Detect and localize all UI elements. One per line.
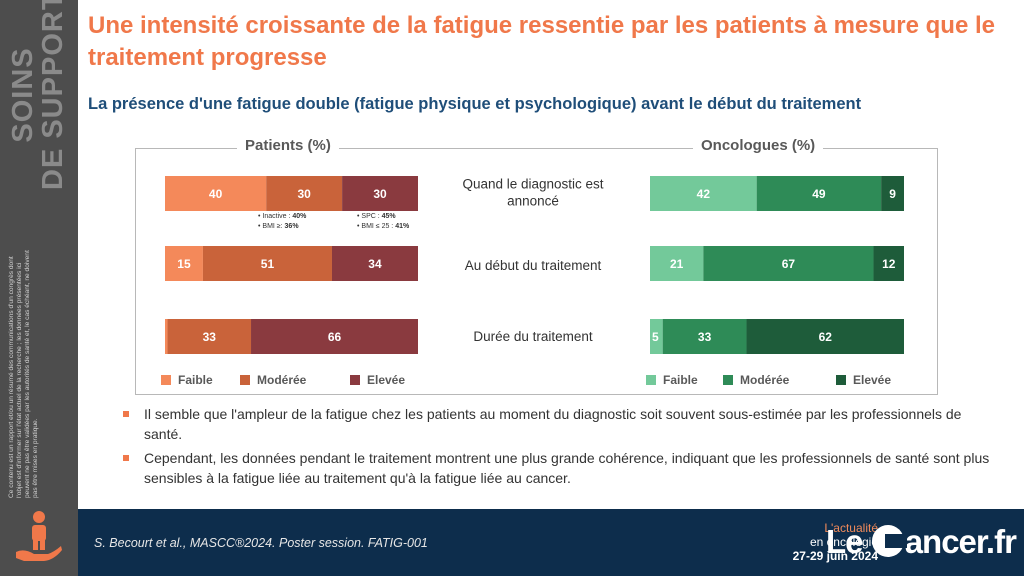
- bar-patients-2-2: [251, 319, 418, 354]
- event-info: L'actualité en oncologie 27-29 juin 2024: [718, 521, 878, 563]
- annotation-label: • Inactive :: [258, 213, 292, 220]
- logo-right: ancer.fr: [904, 523, 1017, 560]
- category-label-line: Quand le diagnostic est: [462, 177, 603, 192]
- annotation-label: • SPC :: [357, 213, 382, 220]
- bar-oncologues-2-1: [873, 246, 904, 281]
- data-label: 15: [177, 257, 191, 271]
- bar-oncologues-2-0: [881, 176, 904, 211]
- annotation-label: • BMI ≤ 25 :: [357, 223, 395, 230]
- legend-label: Faible: [178, 373, 213, 387]
- bullet-marker: [123, 455, 129, 461]
- annotation-value: 40%: [292, 213, 307, 220]
- data-label: 66: [328, 330, 342, 344]
- bar-oncologues-2-2: [746, 319, 904, 354]
- data-label: 33: [698, 330, 712, 344]
- data-label: 34: [368, 257, 382, 271]
- data-label: 40: [209, 187, 223, 201]
- bar-patients-2-0: [342, 176, 418, 211]
- legend-swatch: [836, 375, 846, 385]
- bar-patients-0-1: [165, 246, 203, 281]
- annotation: • SPC : 45%: [357, 213, 396, 220]
- page-title: Une intensité croissante de la fatigue r…: [88, 12, 995, 71]
- legend-swatch: [723, 375, 733, 385]
- annotation: • BMI ≤ 25 : 41%: [357, 223, 410, 230]
- bullet-item: Il semble que l'ampleur de la fatigue ch…: [120, 404, 1000, 444]
- data-label: 49: [812, 187, 826, 201]
- category-label-line: Durée du traitement: [473, 329, 593, 344]
- bar-patients-0-2: [165, 319, 168, 354]
- bar-oncologues-0-2: [650, 319, 663, 354]
- chart-frame: [135, 148, 938, 395]
- data-label: 5: [652, 330, 659, 344]
- legend-swatch: [646, 375, 656, 385]
- event-line2: en oncologie: [809, 535, 878, 549]
- annotation: • BMI ≥: 36%: [258, 223, 299, 230]
- legend-label: Modérée: [257, 373, 307, 387]
- data-label: 30: [297, 187, 311, 201]
- data-label: 42: [697, 187, 711, 201]
- legend-label: Faible: [663, 373, 698, 387]
- panel-title-oncologues: Oncologues (%): [693, 137, 824, 155]
- data-label: 30: [373, 187, 387, 201]
- annotation-value: 45%: [382, 213, 397, 220]
- bullet-list: Il semble que l'ampleur de la fatigue ch…: [120, 404, 1000, 492]
- bar-patients-1-0: [266, 176, 343, 211]
- bullet-text: Cependant, les données pendant le traite…: [144, 450, 990, 486]
- logo-c-icon: [871, 525, 907, 557]
- page-subtitle: La présence d'une fatigue double (fatigu…: [88, 95, 862, 113]
- bullet-text: Il semble que l'ampleur de la fatigue ch…: [144, 406, 962, 442]
- legend-label: Modérée: [740, 373, 790, 387]
- data-label: 67: [782, 257, 796, 271]
- legend-label: Elevée: [367, 373, 405, 387]
- event-line1: L'actualité: [824, 521, 878, 535]
- footer: S. Becourt et al., MASCC®2024. Poster se…: [78, 509, 1024, 576]
- bar-patients-0-0: [165, 176, 267, 211]
- panel-title-patients: Patients (%): [237, 137, 339, 155]
- legend-label: Elevée: [853, 373, 891, 387]
- annotation-value: 36%: [285, 223, 300, 230]
- data-label: 51: [261, 257, 275, 271]
- data-label: 21: [670, 257, 684, 271]
- bar-oncologues-1-0: [756, 176, 882, 211]
- bullet-item: Cependant, les données pendant le traite…: [120, 448, 1000, 488]
- data-label: 62: [819, 330, 833, 344]
- annotation-value: 41%: [395, 223, 410, 230]
- citation: S. Becourt et al., MASCC®2024. Poster se…: [94, 536, 428, 550]
- category-label: Quand le diagnostic est annoncé: [462, 177, 603, 209]
- category-label: Durée du traitement: [473, 329, 593, 344]
- event-dates: 27-29 juin 2024: [792, 549, 878, 563]
- category-label: Au début du traitement: [465, 258, 602, 273]
- legend-swatch: [161, 375, 171, 385]
- le-cancer-logo: Le ancer.fr: [826, 521, 1017, 562]
- bar-oncologues-1-2: [662, 319, 747, 354]
- bar-oncologues-0-0: [650, 176, 757, 211]
- data-label: 9: [889, 187, 896, 201]
- annotation: • Inactive : 40%: [258, 213, 307, 220]
- bar-oncologues-1-1: [703, 246, 874, 281]
- bar-patients-2-1: [331, 246, 418, 281]
- patient-care-icon: [16, 511, 62, 561]
- data-label: 33: [203, 330, 217, 344]
- category-label-line: annoncé: [507, 194, 559, 209]
- logo-left: Le: [826, 523, 871, 560]
- bar-oncologues-0-1: [650, 246, 704, 281]
- legend-swatch: [240, 375, 250, 385]
- bar-patients-1-1: [202, 246, 332, 281]
- category-label-line: Au début du traitement: [465, 258, 602, 273]
- sidebar: SOINS DE SUPPORT Ce contenu est un rappo…: [0, 0, 78, 576]
- data-label: 12: [882, 257, 896, 271]
- legend-swatch: [350, 375, 360, 385]
- bar-patients-1-2: [167, 319, 252, 354]
- bullet-marker: [123, 411, 129, 417]
- annotation-label: • BMI ≥:: [258, 223, 285, 230]
